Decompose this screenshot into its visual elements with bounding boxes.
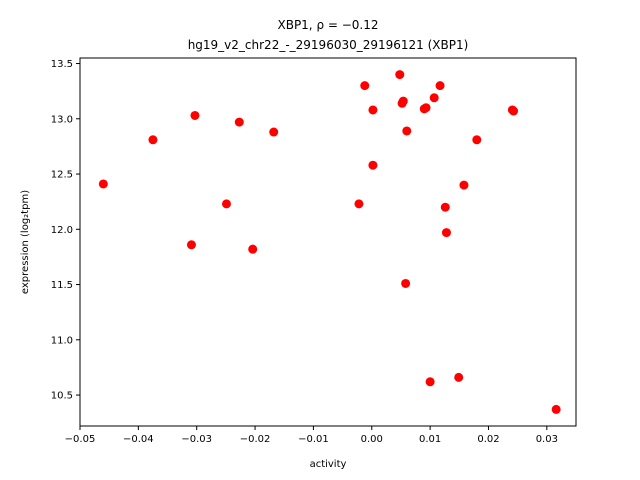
data-point — [435, 81, 445, 91]
x-tick-label: −0.01 — [298, 434, 329, 445]
data-point — [425, 377, 435, 387]
data-point — [186, 240, 196, 250]
plot-frame — [79, 57, 577, 427]
data-point — [395, 70, 405, 80]
data-point — [221, 199, 231, 209]
data-point — [472, 135, 482, 145]
data-point — [368, 160, 378, 170]
data-points — [98, 70, 561, 414]
x-tick-label: −0.04 — [123, 434, 154, 445]
x-tick-label: 0.03 — [536, 434, 558, 445]
y-tick-label: 11.5 — [51, 280, 73, 291]
x-tick-label: −0.05 — [65, 434, 96, 445]
y-axis-ticks: 10.5 11.0 11.5 12.0 12.5 13.0 13.5 — [51, 59, 80, 402]
data-point — [354, 199, 364, 209]
data-point — [551, 404, 561, 414]
y-tick-label: 12.0 — [51, 225, 73, 236]
y-axis-label: expression (log₂tpm) — [20, 190, 31, 294]
data-point — [401, 278, 411, 288]
data-point — [441, 228, 451, 238]
data-point — [509, 106, 519, 116]
x-tick-label: 0.00 — [361, 434, 383, 445]
x-tick-label: 0.02 — [477, 434, 499, 445]
x-tick-label: 0.01 — [419, 434, 441, 445]
data-point — [440, 202, 450, 212]
data-point — [190, 110, 200, 120]
data-point — [429, 93, 439, 103]
data-point — [148, 135, 158, 145]
data-point — [454, 372, 464, 382]
data-point — [421, 103, 431, 113]
chart-title-line2: hg19_v2_chr22_-_29196030_29196121 (XBP1) — [188, 38, 469, 52]
y-tick-label: 12.5 — [51, 170, 73, 181]
y-tick-label: 10.5 — [51, 391, 73, 402]
y-tick-label: 11.0 — [51, 335, 73, 346]
y-tick-label: 13.5 — [51, 59, 73, 70]
x-axis-label: activity — [310, 459, 347, 470]
x-axis-ticks: −0.05 −0.04 −0.03 −0.02 −0.01 0.00 0.01 0.02 0.0… — [65, 426, 558, 445]
data-point — [234, 117, 244, 127]
x-tick-label: −0.02 — [240, 434, 271, 445]
data-point — [248, 244, 258, 254]
x-tick-label: −0.03 — [181, 434, 212, 445]
y-tick-label: 13.0 — [51, 114, 73, 125]
data-point — [98, 179, 108, 189]
data-point — [459, 180, 469, 190]
data-point — [398, 96, 408, 106]
data-point — [368, 105, 378, 115]
data-point — [269, 127, 279, 137]
chart-title-line1: XBP1, ρ = −0.12 — [277, 18, 378, 32]
data-point — [360, 81, 370, 91]
data-point — [402, 126, 412, 136]
